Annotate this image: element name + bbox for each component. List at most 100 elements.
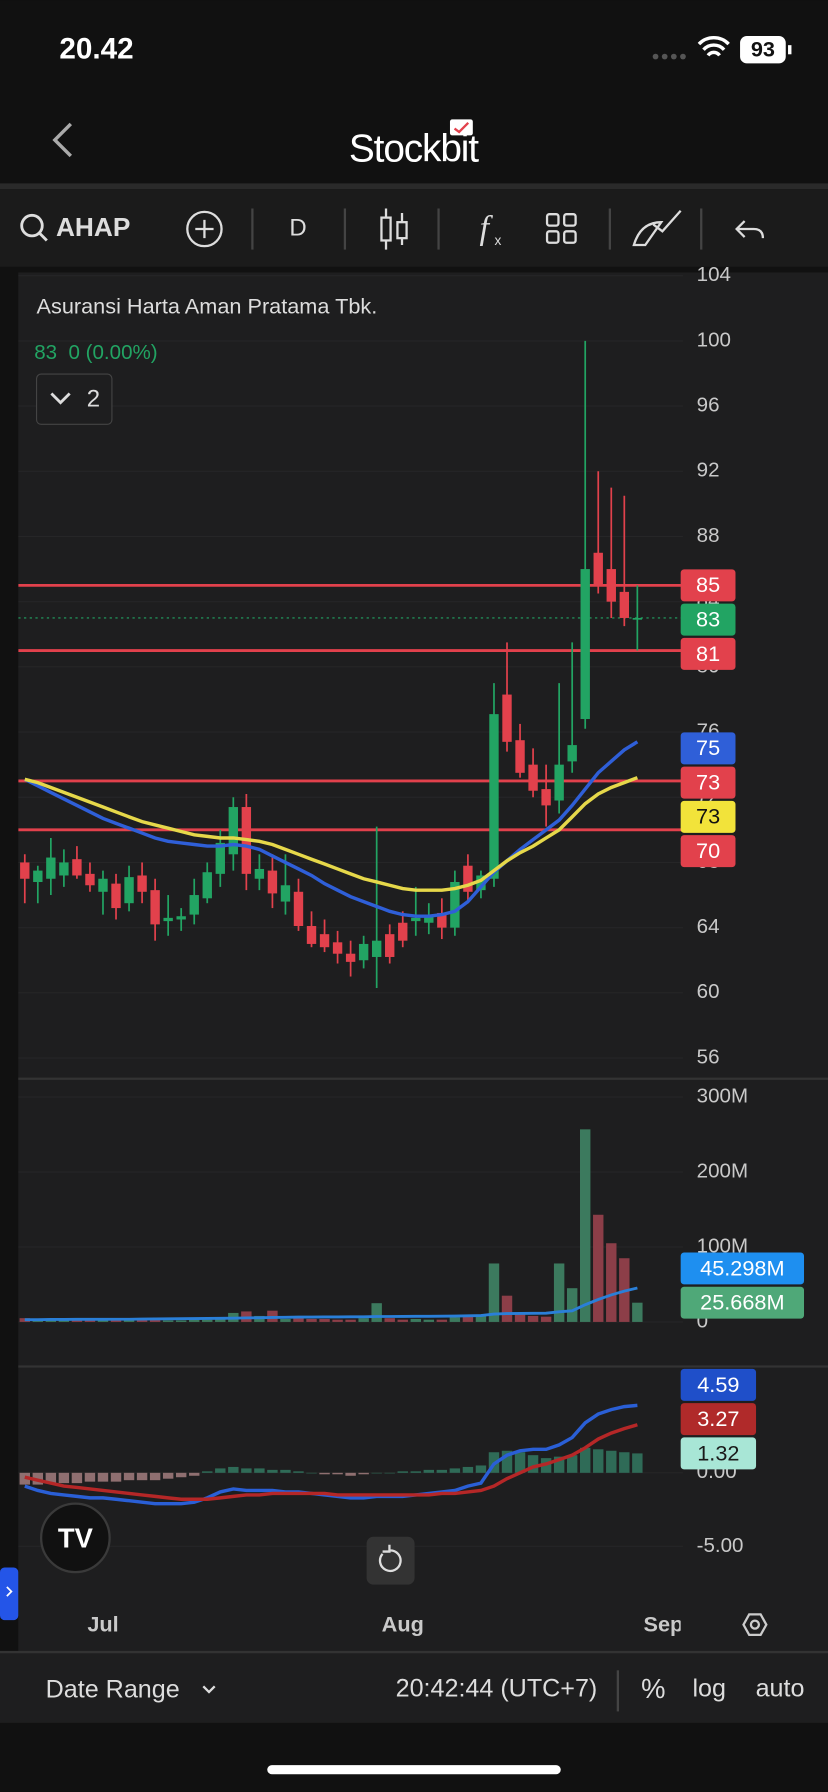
axis-tag-label: 85 [696,572,720,597]
search-icon[interactable] [20,213,44,238]
candle-body [450,882,460,928]
interval[interactable]: D [289,214,306,241]
macd-histogram [566,1455,578,1473]
macd-histogram [241,1468,252,1473]
search-handle [38,232,48,242]
volume-bar [553,1263,565,1322]
macd-histogram [436,1469,448,1473]
volume-bar [501,1295,513,1322]
volume-bar [527,1315,539,1322]
log-toggle[interactable]: log [692,1674,726,1702]
back-button[interactable] [52,122,73,158]
candle-body [176,916,186,920]
undo-button[interactable] [735,220,765,239]
volume-bar [84,1319,96,1322]
macd-histogram [123,1472,135,1481]
volume-bar [384,1318,395,1322]
axis-tag-label: 3.27 [697,1406,739,1431]
macd-histogram [110,1472,122,1482]
drawing-icon[interactable] [632,209,682,247]
candle-body [72,859,82,876]
macd-histogram [527,1455,539,1473]
layout-icon[interactable] [545,213,577,244]
battery-tip [788,45,792,55]
battery [740,36,786,64]
macd-histogram [449,1468,461,1473]
volume-bar [593,1214,604,1322]
volume-bar [514,1314,526,1322]
macd-histogram [215,1468,226,1473]
y-tick-label: 100 [697,328,731,351]
y-tick-label: 56 [697,1045,720,1068]
axis-tag [680,1286,805,1319]
y-tick-label: 96 [697,394,720,417]
signal-dots [652,53,686,60]
date-range[interactable]: Date Range [46,1676,180,1704]
axis-tag-label: 73 [696,804,720,829]
home-indicator [267,1765,561,1775]
axis-tag [680,569,736,602]
macd-histogram [162,1472,174,1479]
x-tick-label: Sep [644,1612,684,1637]
volume-bar [488,1263,500,1322]
axis-tag [680,637,736,670]
macd-line [24,1423,638,1501]
moving-average [24,740,639,918]
candle-body [293,891,304,927]
macd-histogram [358,1472,369,1475]
candle-body [632,617,643,620]
add-plus [195,219,214,239]
chart-type-icon[interactable] [380,208,408,250]
footer [0,1652,828,1723]
y-tick-label: 200M [697,1159,748,1182]
candle-body [46,857,56,879]
settings-button[interactable] [742,1613,768,1637]
candle-body [476,875,486,891]
symbol[interactable]: AHAP [56,212,130,242]
candle-body [502,694,512,742]
volume-bar [162,1320,174,1322]
axis-tag-label: 45.298M [700,1255,784,1280]
macd-histogram [553,1456,565,1473]
tradingview-logo[interactable] [39,1502,111,1574]
volume-bar [175,1320,187,1322]
volume-bar [319,1318,330,1322]
y-tick-label: -5.00 [697,1534,744,1557]
x-tick-label: Jul [87,1612,118,1637]
volume-bar [371,1303,382,1322]
y-tick-label: 300M [697,1085,748,1108]
candle-body [280,885,291,902]
plot-area [18,275,683,1547]
macd-histogram [293,1471,304,1473]
axis-tag [680,1252,805,1285]
percent-toggle[interactable]: % [641,1673,665,1704]
reset-icon [378,1544,402,1573]
candle-body [437,912,447,928]
y-tick-label: 0 [697,1309,708,1332]
auto-toggle[interactable]: auto [756,1674,805,1702]
macd-histogram [319,1472,330,1475]
macd-histogram [332,1472,343,1475]
axis-tag-label: 4.59 [697,1372,739,1397]
tradingview-mark: TV [58,1522,94,1553]
macd-histogram [579,1447,591,1473]
volume-bar [606,1243,617,1322]
indicator-toggle[interactable] [35,373,113,425]
volume-bar [189,1319,200,1322]
candle-body [111,883,121,909]
candle-body [593,552,603,586]
macd-histogram [136,1472,148,1481]
macd-histogram [371,1472,382,1474]
macd-histogram [306,1472,317,1474]
macd-histogram [84,1472,96,1482]
reset-button[interactable] [366,1536,415,1585]
candle-body [385,934,395,957]
volume-bar [332,1319,343,1322]
add-button[interactable] [186,210,223,248]
candle-body [319,934,330,948]
date-range-chevron [202,1685,216,1694]
volume-bar [306,1318,317,1322]
candle-body [619,591,630,618]
macd-histogram [475,1465,487,1473]
volume-bar [293,1317,304,1322]
